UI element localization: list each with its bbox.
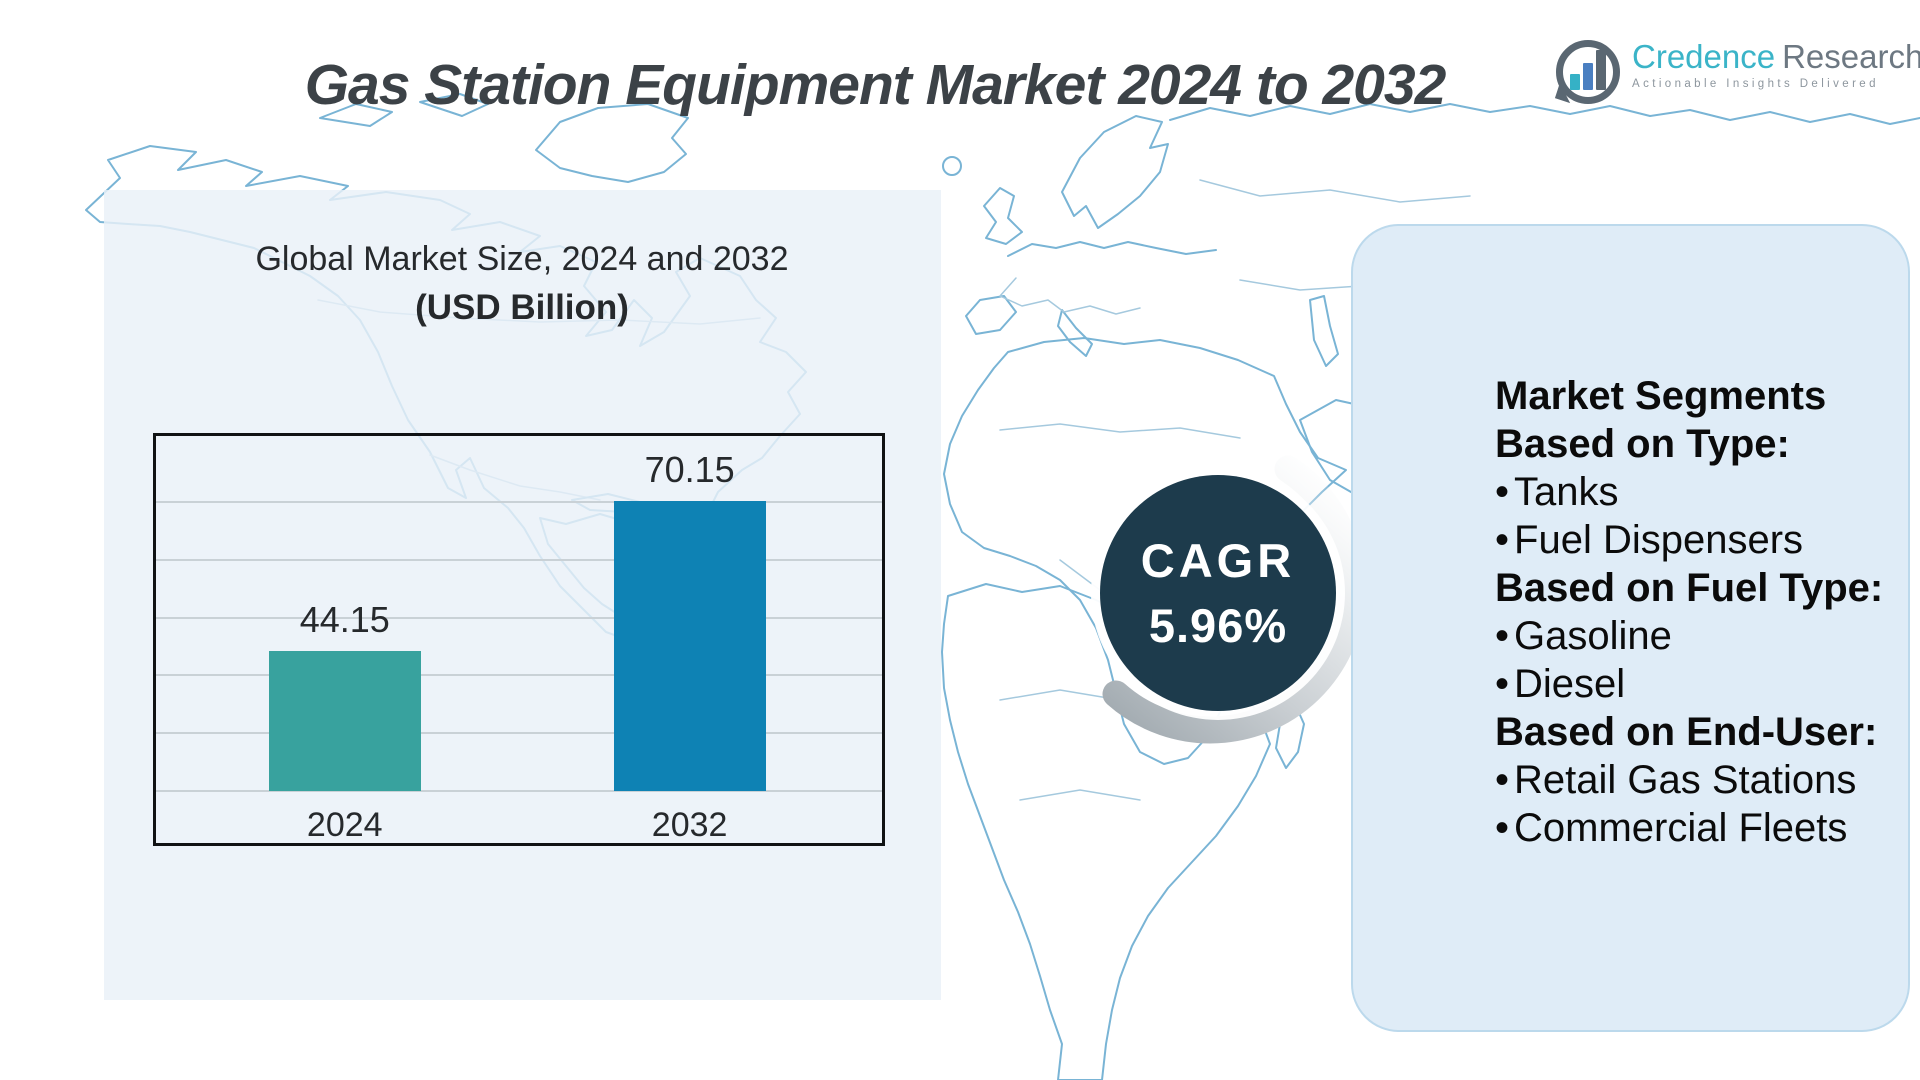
bullet-icon: •	[1495, 662, 1510, 706]
market-segments-panel: Market Segments Based on Type: • Tanks • F…	[1351, 224, 1910, 1032]
chart-panel-background	[104, 190, 941, 1000]
gridline	[156, 558, 882, 561]
map-greenland	[535, 103, 689, 183]
segment-heading-end-user: Based on End-User:	[1495, 710, 1878, 754]
gridline	[156, 500, 882, 503]
brand-name-primary: Credence	[1632, 38, 1776, 75]
cagr-label: CAGR	[1140, 534, 1296, 587]
bar-chart-logo-icon	[1554, 40, 1620, 104]
chart-title: Global Market Size, 2024 and 2032	[255, 240, 789, 278]
segment-item: • Diesel	[1495, 662, 1626, 706]
segments-title: Market Segments	[1495, 374, 1827, 418]
segment-item: • Retail Gas Stations	[1495, 758, 1857, 802]
brand-name-secondary: Research	[1782, 38, 1920, 75]
bullet-icon: •	[1495, 806, 1510, 850]
cagr-value: 5.96%	[1148, 599, 1288, 652]
bullet-icon: •	[1495, 470, 1510, 514]
brand-text: Credence Research Actionable Insights Del…	[1632, 40, 1920, 91]
brand-tagline: Actionable Insights Delivered	[1632, 78, 1879, 90]
bar-2032	[613, 500, 766, 791]
page-title: Gas Station Equipment Market 2024 to 203…	[304, 53, 1447, 118]
chart-title-block: Global Market Size, 2024 and 2032 (USD B…	[252, 240, 792, 328]
segment-item: • Tanks	[1495, 470, 1619, 514]
segment-item: • Fuel Dispensers	[1495, 518, 1804, 562]
plot-area: 44.15 70.15	[156, 444, 882, 792]
bullet-icon: •	[1495, 518, 1510, 562]
segment-item: • Gasoline	[1495, 614, 1672, 658]
gridline	[156, 732, 882, 735]
x-axis-label: 2032	[651, 806, 728, 844]
map-europe	[1061, 115, 1169, 229]
bullet-icon: •	[1495, 758, 1510, 802]
brand-logo: Credence Research Actionable Insights Del…	[1554, 40, 1920, 104]
bar-value-label: 44.15	[299, 599, 390, 641]
bar-chart: 44.15 70.15 2024 2032	[153, 433, 885, 846]
x-axis-label: 2024	[306, 806, 383, 844]
segment-heading-type: Based on Type:	[1495, 422, 1790, 466]
brand-name: Credence Research	[1632, 40, 1920, 74]
gridline	[156, 674, 882, 677]
segment-heading-fuel-type: Based on Fuel Type:	[1495, 566, 1884, 610]
map-asia	[1169, 103, 1920, 125]
cagr-badge: CAGR 5.96%	[1100, 475, 1336, 711]
gridline	[156, 616, 882, 619]
gridline	[156, 790, 882, 792]
segment-item: • Commercial Fleets	[1495, 806, 1848, 850]
bar-2024	[268, 651, 421, 791]
bar-value-label: 70.15	[644, 448, 735, 490]
bullet-icon: •	[1495, 614, 1510, 658]
chart-subtitle: (USD Billion)	[415, 288, 629, 327]
